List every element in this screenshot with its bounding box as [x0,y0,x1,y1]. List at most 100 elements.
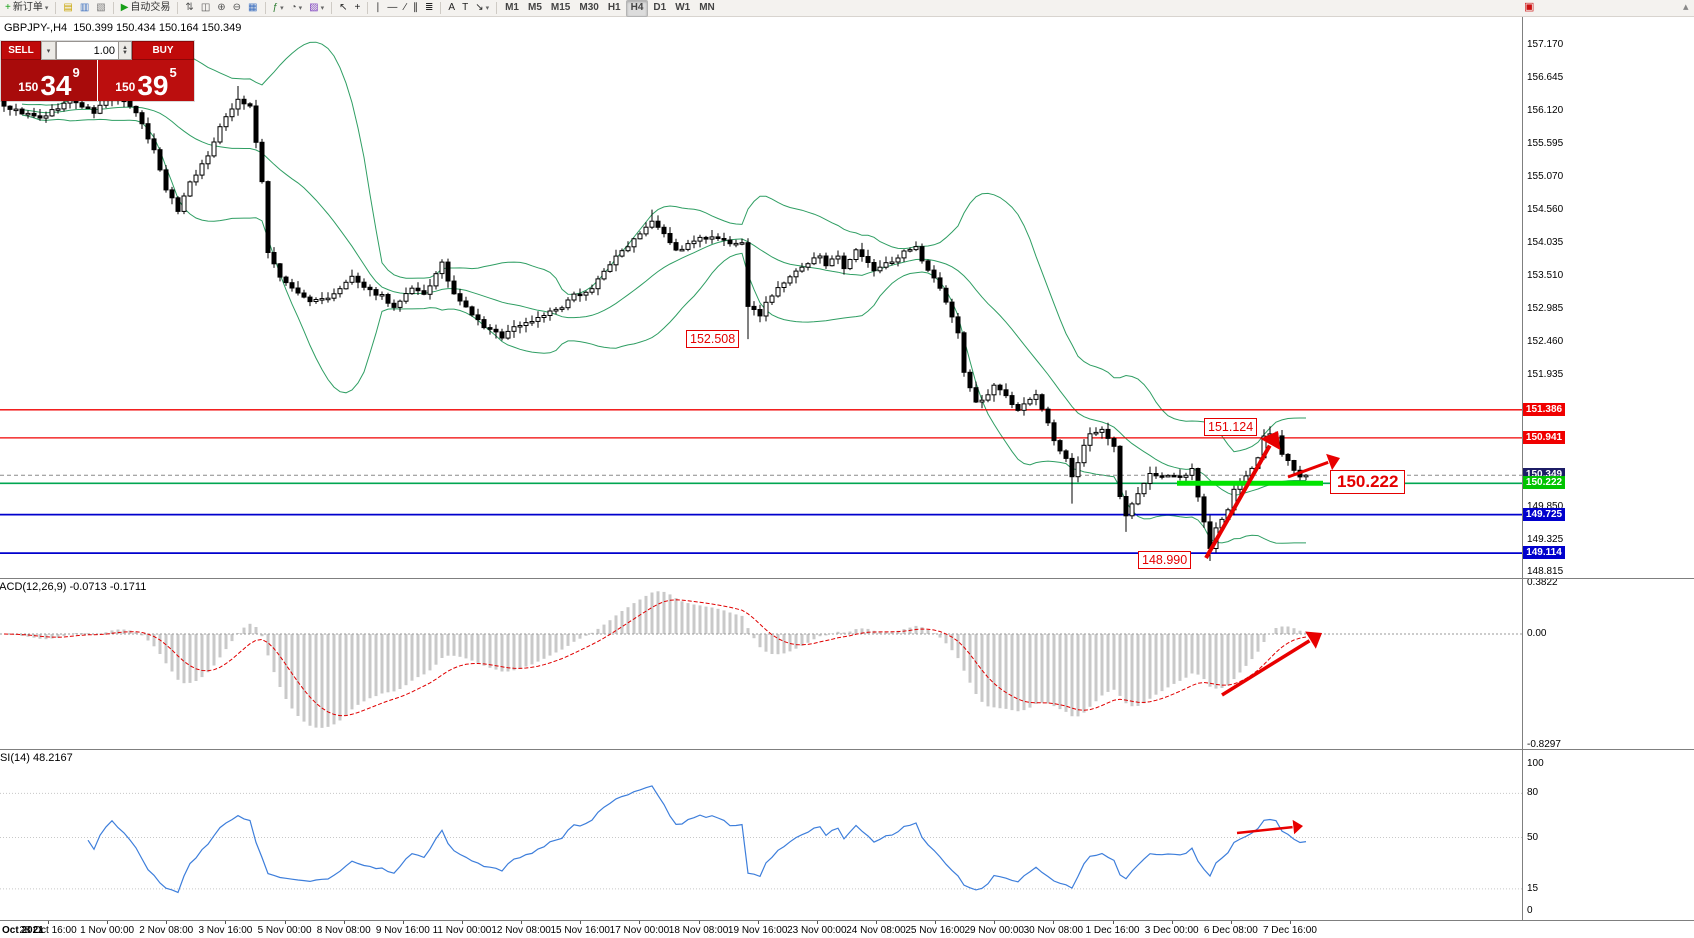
time-axis-tick [461,921,463,924]
symbol-period-label: GBPJPY-,H4 [4,22,68,34]
price-tick-label: 152.985 [1527,302,1564,314]
price-tick-label: 149.325 [1527,533,1564,545]
zoom-in-icon-icon: ⊕ [217,2,226,13]
time-axis-tick [875,921,877,924]
zoom-in-icon[interactable]: ⊕ [214,1,228,16]
data-window-icon[interactable]: ▥ [77,1,92,16]
time-axis-label: 6 Dec 08:00 [1203,925,1258,936]
sell-price-panel[interactable]: 150 34 9 [1,60,98,101]
price-annotation[interactable]: 152.508 [686,330,740,348]
rsi-canvas[interactable] [0,750,1522,920]
time-axis-tick [816,921,818,924]
templates-icon[interactable]: ▨ ▾ [306,1,327,16]
new-order-button[interactable]: + 新订单 ▾ [2,1,51,16]
label-tool-icon-icon: T [462,2,469,13]
text-tool-icon[interactable]: A [445,1,458,16]
price-badge: 151.386 [1523,402,1565,416]
trendline-icon-icon: ∕ [404,2,407,13]
price-badge: 150.222 [1523,476,1565,490]
buy-price-figure: 150 [115,80,136,94]
market-watch-icon[interactable]: ▤ [60,1,75,16]
navigator-icon[interactable]: ▧ [93,1,108,16]
timeframe-w1-button[interactable]: W1 [671,1,694,16]
time-axis-tick [225,921,227,924]
macd-canvas[interactable] [0,579,1522,749]
main-chart-canvas[interactable] [0,17,1522,578]
price-tick-label: 148.815 [1527,566,1564,577]
label-tool-icon[interactable]: T [459,1,471,16]
time-axis-label: 15 Nov 16:00 [550,925,611,936]
volume-dropdown-button[interactable]: ▾ [41,41,56,60]
timeframe-d1-button[interactable]: D1 [649,1,670,16]
toolbar-separator [177,2,179,14]
timeframe-h1-button[interactable]: H1 [604,1,625,16]
timeframe-m1-button-label: M1 [505,2,519,13]
time-axis-tick [402,921,404,924]
price-annotation[interactable]: 150.222 [1330,470,1406,494]
periods-icon[interactable]: ◔ ▾ [288,1,306,16]
chart-grid-icon[interactable]: ▦ [245,1,260,16]
time-axis-tick [107,921,109,924]
time-axis-label: 19 Nov 16:00 [727,925,788,936]
vertical-line-icon[interactable]: ∣ [372,1,383,16]
timeframe-m30-button[interactable]: M30 [575,1,602,16]
fibonacci-icon[interactable]: ≣ [422,1,436,16]
price-badge: 149.114 [1523,546,1565,560]
cascade-windows-icon[interactable]: ◫ [198,1,213,16]
rsi-indicator-label: RSI(14) 48.2167 [0,752,73,764]
time-axis-label: 17 Nov 00:00 [609,925,670,936]
trendline-icon[interactable]: ∕ [401,1,409,16]
timeframe-m1-button[interactable]: M1 [501,1,523,16]
timeframe-m5-button[interactable]: M5 [524,1,546,16]
toolbar-separator [112,2,114,14]
buy-button[interactable]: BUY [132,41,194,60]
panel-separator[interactable] [0,749,1694,750]
price-annotation[interactable]: 148.990 [1138,551,1192,569]
chevron-down-icon: ▾ [485,4,490,12]
mailbox-icon[interactable]: ▣ [1524,1,1535,13]
indicators-icon[interactable]: ƒ ▾ [270,1,287,16]
time-axis[interactable]: Oct 2021 28 Oct 16:00 1 Nov 00:00 2 Nov 08:… [0,921,1694,938]
panel-separator[interactable] [0,578,1694,579]
time-axis-label: 23 Nov 00:00 [787,925,847,936]
timeframe-m15-button[interactable]: M15 [547,1,574,16]
sell-button[interactable]: SELL [1,41,41,60]
autotrading-button[interactable]: ▶ 自动交易 [118,1,174,16]
price-tick-label: 151.935 [1527,369,1564,381]
horizontal-line-icon[interactable]: ― [384,1,400,16]
time-axis-label: 9 Nov 16:00 [375,925,430,936]
time-axis-label: 11 Nov 00:00 [432,925,492,936]
toolbar-separator [367,2,369,14]
time-axis-label: 3 Dec 00:00 [1144,925,1199,936]
cursor-icon[interactable]: ↖ [336,1,350,16]
price-tick-label: 154.035 [1527,236,1564,248]
time-axis-tick [1289,921,1291,924]
channel-icon[interactable]: ∥ [410,1,421,16]
time-axis-label: 1 Dec 16:00 [1085,925,1140,936]
crosshair-icon[interactable]: + [352,1,364,16]
time-axis-label: 18 Nov 08:00 [668,925,729,936]
panel-separator[interactable] [0,920,1694,921]
time-axis-label: 2 Nov 08:00 [139,925,194,936]
zoom-out-icon[interactable]: ⊖ [230,1,244,16]
tile-windows-icon[interactable]: ⇅ [182,1,196,16]
new-order-button-label: 新订单 [12,2,43,13]
arrows-tool-icon[interactable]: ↘ ▾ [472,1,492,16]
time-axis-label: 7 Dec 16:00 [1262,925,1317,936]
chevron-down-icon: ▾ [320,4,325,12]
toolbar-separator [55,2,57,14]
time-axis-label: 25 Nov 16:00 [905,925,965,936]
time-axis-label: 1 Nov 00:00 [80,925,135,936]
timeframe-m15-button-label: M15 [550,2,571,13]
volume-stepper[interactable]: ▲ ▼ [119,41,132,60]
time-axis-label: 28 Oct 16:00 [19,925,77,936]
time-axis-label: 24 Nov 08:00 [846,925,906,936]
scroll-end-icon[interactable]: ▴ [1683,1,1689,13]
buy-price-panel[interactable]: 150 39 5 [98,60,194,101]
price-annotation[interactable]: 151.124 [1204,418,1258,436]
volume-input[interactable] [56,41,119,60]
stepper-down-icon: ▼ [122,49,128,56]
timeframe-h4-button[interactable]: H4 [625,0,649,17]
timeframe-mn-button[interactable]: MN [695,1,719,16]
chart-grid-icon-icon: ▦ [248,2,258,13]
